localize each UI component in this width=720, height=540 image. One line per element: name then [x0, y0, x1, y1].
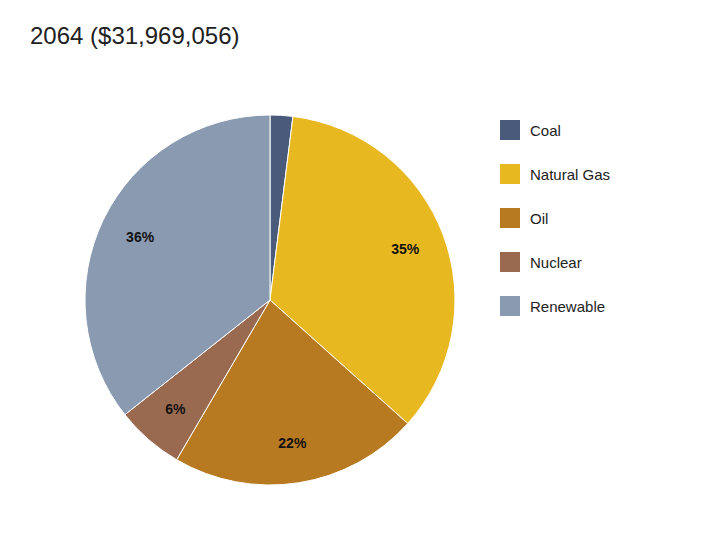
data-label: 6%: [165, 401, 186, 417]
legend-swatch: [500, 208, 520, 228]
pie: [85, 115, 455, 485]
legend-label: Oil: [530, 210, 548, 227]
legend-label: Natural Gas: [530, 166, 610, 183]
legend-item: Natural Gas: [500, 164, 610, 184]
data-label: 22%: [278, 435, 307, 451]
legend-swatch: [500, 164, 520, 184]
legend-label: Coal: [530, 122, 561, 139]
legend-swatch: [500, 296, 520, 316]
legend-label: Renewable: [530, 298, 605, 315]
slice: [85, 115, 270, 415]
data-label: 36%: [126, 229, 155, 245]
legend: Coal Natural Gas Oil Nuclear Renewable: [500, 120, 610, 316]
data-labels: 35% 22% 6% 36%: [126, 229, 420, 450]
title: 2064 ($31,969,056): [30, 22, 240, 49]
legend-swatch: [500, 252, 520, 272]
legend-label: Nuclear: [530, 254, 582, 271]
legend-item: Oil: [500, 208, 548, 228]
legend-item: Coal: [500, 120, 561, 140]
legend-item: Nuclear: [500, 252, 582, 272]
legend-swatch: [500, 120, 520, 140]
chart: 2064 ($31,969,056) 35% 22% 6% 36% Coal Natural…: [0, 0, 720, 540]
data-label: 35%: [391, 241, 420, 257]
legend-item: Renewable: [500, 296, 605, 316]
